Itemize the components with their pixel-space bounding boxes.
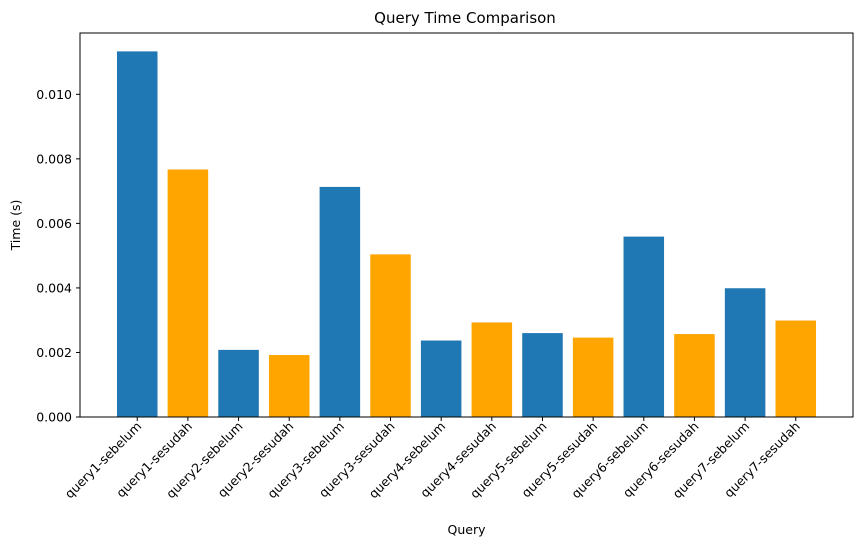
y-axis-ticks: 0.000 0.002 0.004 0.006 0.008 0.010 [36,87,80,425]
bar-query3-sebelum [319,186,361,417]
bar-query6-sebelum [623,236,665,417]
bar-query7-sebelum [724,288,766,417]
bar-query2-sesudah [268,355,310,417]
y-tick-label: 0.000 [36,410,72,425]
y-tick-label: 0.006 [36,216,72,231]
plot-area-frame [79,32,854,418]
bars-group [116,51,817,417]
bar-query5-sesudah [572,337,614,417]
x-axis-ticks: query1-sebelumquery1-sesudahquery2-sebel… [62,417,803,501]
y-tick-label: 0.004 [36,280,72,295]
bar-query7-sesudah [775,320,817,417]
bar-query4-sebelum [420,340,462,417]
bar-query4-sesudah [471,322,513,417]
bar-query3-sesudah [370,254,411,417]
bar-query1-sebelum [116,51,158,417]
bar-query1-sesudah [167,169,209,417]
y-tick-label: 0.008 [36,151,72,166]
y-axis-title: Time (s) [8,200,23,252]
y-tick-label: 0.010 [36,87,72,102]
bar-query5-sebelum [522,333,563,417]
chart-title: Query Time Comparison [374,9,556,27]
bar-query6-sesudah [674,334,715,417]
y-tick-label: 0.002 [36,345,72,360]
x-axis-title: Query [448,522,487,537]
bar-query2-sebelum [218,349,259,417]
